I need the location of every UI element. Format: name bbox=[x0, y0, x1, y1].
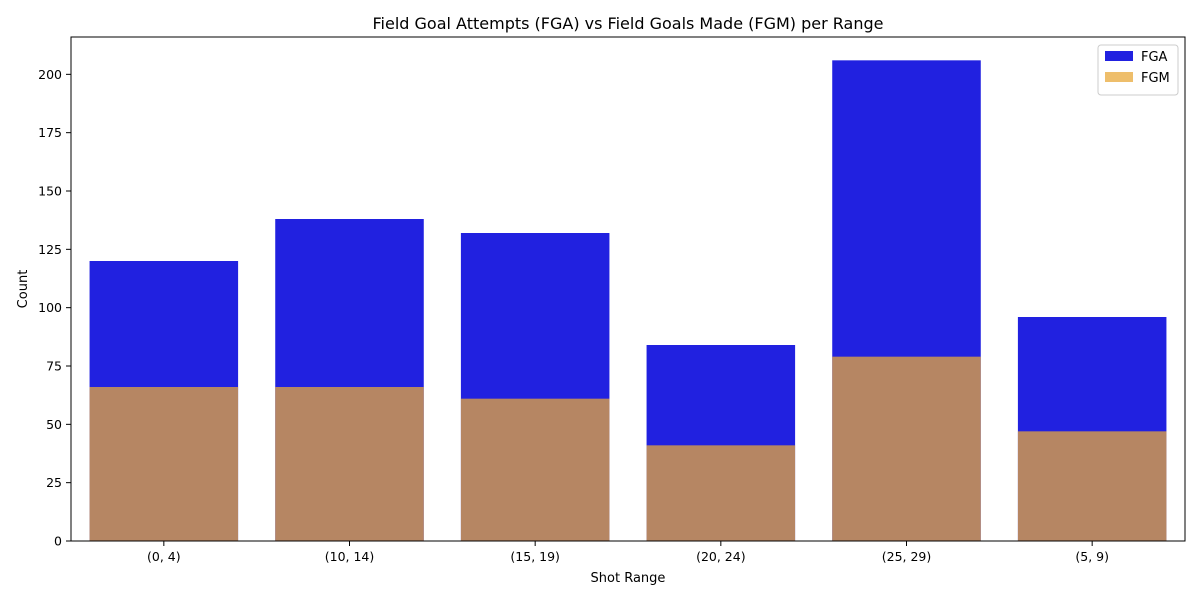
bars-group bbox=[89, 60, 1167, 541]
axes-group: 0 25 50 75 100 125 150 175 200 (0, 4) (10, 14) (15,… bbox=[38, 36, 1186, 564]
y-tick-label-5: 125 bbox=[38, 242, 62, 257]
legend-label-fga: FGA bbox=[1141, 50, 1168, 65]
legend-label-fgm: FGM bbox=[1141, 71, 1170, 86]
y-tick-label-8: 200 bbox=[38, 67, 62, 82]
y-tick-label-1: 25 bbox=[46, 475, 62, 490]
legend-swatch-fgm bbox=[1105, 72, 1133, 82]
y-tick-label-2: 50 bbox=[46, 417, 62, 432]
legend: FGA FGM bbox=[1097, 44, 1179, 96]
chart-title: Field Goal Attempts (FGA) vs Field Goals… bbox=[373, 14, 884, 33]
bar-fgm-2 bbox=[460, 398, 610, 541]
y-axis-label: Count bbox=[16, 270, 31, 309]
y-tick-label-0: 0 bbox=[54, 534, 62, 549]
x-tick-label-2: (15, 19) bbox=[510, 549, 560, 564]
y-tick-label-6: 150 bbox=[38, 184, 62, 199]
bar-fgm-1 bbox=[275, 387, 424, 541]
x-tick-label-5: (5, 9) bbox=[1075, 549, 1109, 564]
x-tick-label-3: (20, 24) bbox=[696, 549, 746, 564]
y-tick-label-3: 75 bbox=[46, 359, 62, 374]
plot-frame bbox=[70, 36, 1186, 542]
legend-swatch-fga bbox=[1105, 51, 1133, 61]
bar-fgm-4 bbox=[832, 356, 981, 541]
x-tick-label-1: (10, 14) bbox=[325, 549, 375, 564]
bar-fgm-5 bbox=[1017, 431, 1167, 541]
x-tick-label-0: (0, 4) bbox=[147, 549, 181, 564]
y-tick-label-7: 175 bbox=[38, 125, 62, 140]
bar-fgm-0 bbox=[89, 387, 239, 541]
x-axis-label: Shot Range bbox=[591, 571, 666, 586]
y-tick-label-4: 100 bbox=[38, 300, 62, 315]
x-tick-label-4: (25, 29) bbox=[882, 549, 932, 564]
bar-fgm-3 bbox=[646, 445, 796, 541]
